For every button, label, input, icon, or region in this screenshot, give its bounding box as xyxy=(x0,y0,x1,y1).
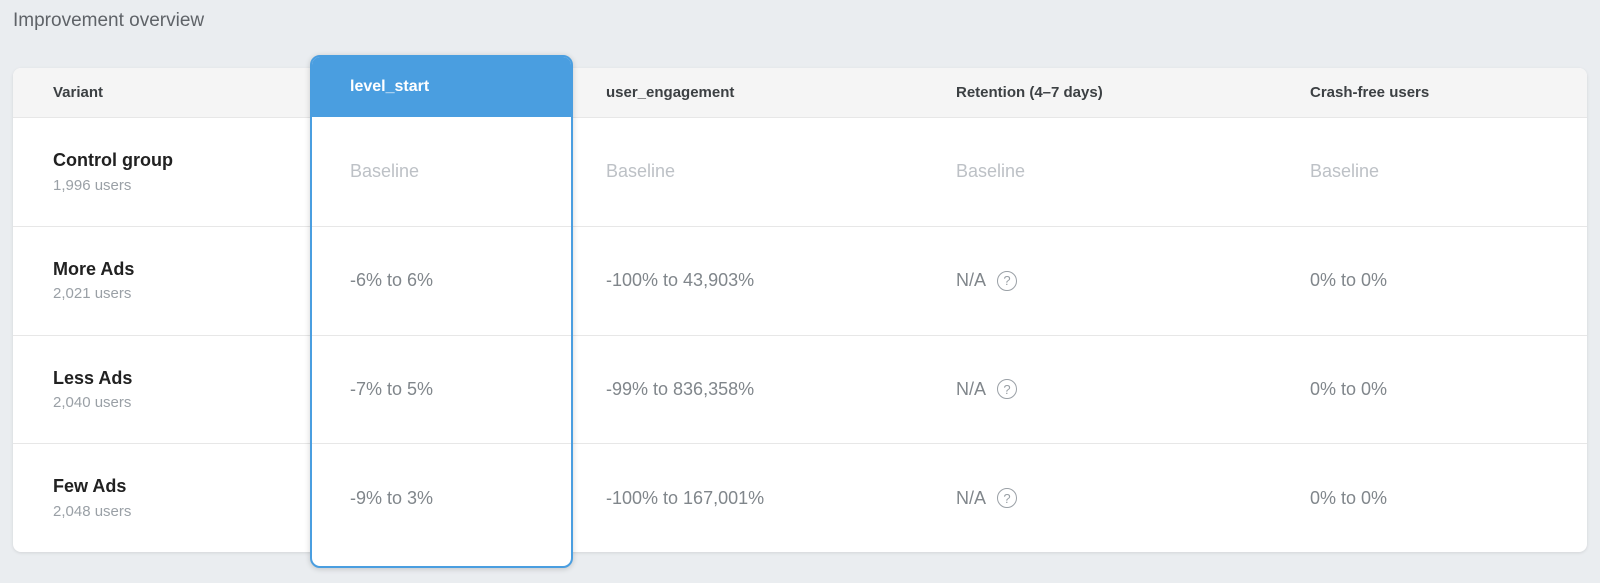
help-icon[interactable]: ? xyxy=(997,488,1018,509)
column-header-user-engagement[interactable]: user_engagement xyxy=(573,68,935,117)
column-header-level-start[interactable]: level_start xyxy=(312,57,571,117)
cell-value: 0% to 0% xyxy=(1310,270,1388,291)
cell-value: N/A xyxy=(956,378,987,399)
variant-user-count: 2,021 users xyxy=(53,285,132,303)
cell-value: N/A xyxy=(956,270,987,291)
selected-metric-column-level-start[interactable]: level_start Baseline -6% to 6% -7% to 5%… xyxy=(310,55,573,568)
level-start-cell: -6% to 6% xyxy=(312,225,571,335)
variant-user-count: 2,048 users xyxy=(53,502,132,520)
user-engagement-cell: Baseline xyxy=(573,117,935,226)
retention-cell: N/A ? xyxy=(935,334,1285,444)
help-icon[interactable]: ? xyxy=(997,379,1018,400)
cell-value: -9% to 3% xyxy=(350,487,434,508)
cell-value: -6% to 6% xyxy=(350,270,434,291)
crash-free-cell: 0% to 0% xyxy=(1285,334,1587,444)
cell-value: -7% to 5% xyxy=(350,378,434,399)
retention-cell: N/A ? xyxy=(935,225,1285,335)
cell-value: -100% to 167,001% xyxy=(606,487,765,508)
help-icon[interactable]: ? xyxy=(997,270,1018,291)
column-header-crash-free-users[interactable]: Crash-free users xyxy=(1285,68,1587,117)
cell-value: 0% to 0% xyxy=(1310,487,1388,508)
variant-name: More Ads xyxy=(53,258,135,279)
crash-free-cell: Baseline xyxy=(1285,117,1587,226)
cell-value: Baseline xyxy=(956,161,1026,182)
column-header-retention[interactable]: Retention (4–7 days) xyxy=(935,68,1285,117)
user-engagement-cell: -100% to 43,903% xyxy=(573,225,935,335)
column-header-variant: Variant xyxy=(13,68,310,117)
cell-value: -100% to 43,903% xyxy=(606,270,755,291)
table-row-variant-less-ads: Less Ads 2,040 users xyxy=(13,334,310,444)
cell-value: Baseline xyxy=(350,160,420,181)
variant-name: Few Ads xyxy=(53,476,127,497)
cell-value: Baseline xyxy=(606,161,676,182)
user-engagement-cell: -99% to 836,358% xyxy=(573,334,935,444)
variant-name: Less Ads xyxy=(53,367,133,388)
variant-user-count: 2,040 users xyxy=(53,394,132,412)
page-title: Improvement overview xyxy=(13,10,205,31)
improvement-overview-table: Variant user_engagement Retention (4–7 d… xyxy=(13,68,1587,552)
user-engagement-cell: -100% to 167,001% xyxy=(573,443,935,552)
variant-name: Control group xyxy=(53,150,173,171)
crash-free-cell: 0% to 0% xyxy=(1285,225,1587,335)
cell-value: Baseline xyxy=(1310,161,1380,182)
retention-cell: N/A ? xyxy=(935,443,1285,552)
table-row-variant-more-ads: More Ads 2,021 users xyxy=(13,225,310,335)
level-start-cell: -9% to 3% xyxy=(312,443,571,552)
cell-value: -99% to 836,358% xyxy=(606,378,755,399)
crash-free-cell: 0% to 0% xyxy=(1285,443,1587,552)
cell-value: N/A xyxy=(956,487,987,508)
table-row-variant-control-group: Control group 1,996 users xyxy=(13,117,310,226)
table-row-variant-few-ads: Few Ads 2,048 users xyxy=(13,443,310,552)
level-start-cell: Baseline xyxy=(312,117,571,226)
retention-cell: Baseline xyxy=(935,117,1285,226)
variant-user-count: 1,996 users xyxy=(53,176,132,194)
cell-value: 0% to 0% xyxy=(1310,378,1388,399)
level-start-cell: -7% to 5% xyxy=(312,334,571,444)
